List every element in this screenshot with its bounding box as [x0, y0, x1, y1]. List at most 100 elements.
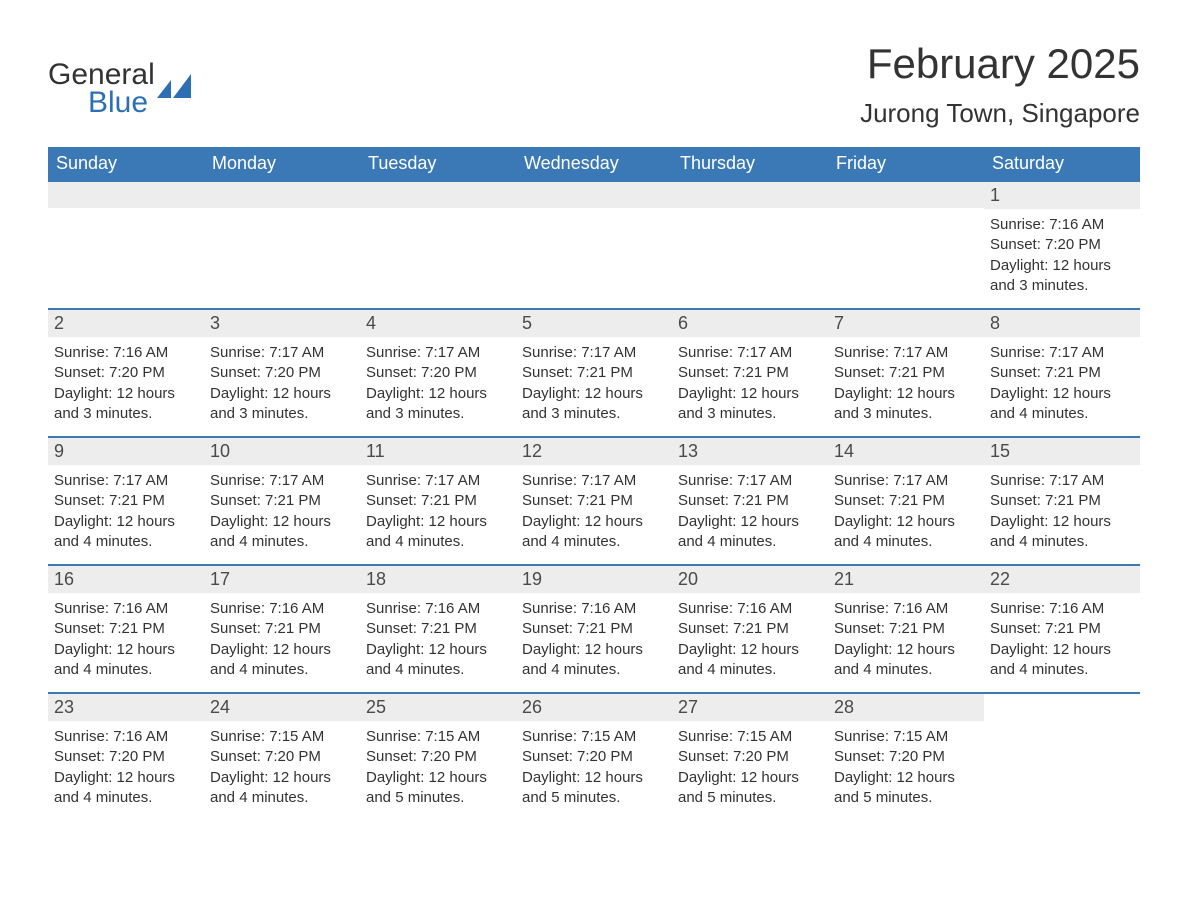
day-number: 10 [204, 438, 360, 465]
day-details: Sunrise: 7:16 AMSunset: 7:21 PMDaylight:… [360, 593, 516, 680]
sunrise-line: Sunrise: 7:15 AM [366, 727, 510, 747]
sunrise-line: Sunrise: 7:16 AM [54, 727, 198, 747]
sunset-line: Sunset: 7:21 PM [990, 491, 1134, 511]
daylight-line: Daylight: 12 hours and 3 minutes. [366, 384, 510, 425]
sunrise-line: Sunrise: 7:17 AM [366, 343, 510, 363]
sunrise-line: Sunrise: 7:17 AM [54, 471, 198, 491]
daylight-line: Daylight: 12 hours and 4 minutes. [210, 512, 354, 553]
day-details: Sunrise: 7:16 AMSunset: 7:21 PMDaylight:… [516, 593, 672, 680]
day-details: Sunrise: 7:15 AMSunset: 7:20 PMDaylight:… [672, 721, 828, 808]
calendar-table: SundayMondayTuesdayWednesdayThursdayFrid… [48, 147, 1140, 821]
daylight-line: Daylight: 12 hours and 4 minutes. [678, 512, 822, 553]
day-number: 12 [516, 438, 672, 465]
daylight-line: Daylight: 12 hours and 4 minutes. [210, 768, 354, 809]
day-details: Sunrise: 7:16 AMSunset: 7:20 PMDaylight:… [984, 209, 1140, 296]
day-number: 22 [984, 566, 1140, 593]
day-number: 23 [48, 694, 204, 721]
calendar-day-cell: 25Sunrise: 7:15 AMSunset: 7:20 PMDayligh… [360, 693, 516, 821]
day-number: 20 [672, 566, 828, 593]
sunset-line: Sunset: 7:20 PM [210, 363, 354, 383]
daylight-line: Daylight: 12 hours and 4 minutes. [834, 640, 978, 681]
day-number: 13 [672, 438, 828, 465]
daylight-line: Daylight: 12 hours and 4 minutes. [990, 640, 1134, 681]
calendar-day-cell: 20Sunrise: 7:16 AMSunset: 7:21 PMDayligh… [672, 565, 828, 693]
calendar-day-cell: 15Sunrise: 7:17 AMSunset: 7:21 PMDayligh… [984, 437, 1140, 565]
sunset-line: Sunset: 7:21 PM [834, 363, 978, 383]
day-details: Sunrise: 7:17 AMSunset: 7:21 PMDaylight:… [516, 465, 672, 552]
sunrise-line: Sunrise: 7:17 AM [834, 471, 978, 491]
sunset-line: Sunset: 7:21 PM [522, 491, 666, 511]
sunrise-line: Sunrise: 7:16 AM [834, 599, 978, 619]
sunrise-line: Sunrise: 7:16 AM [990, 599, 1134, 619]
day-number: 19 [516, 566, 672, 593]
daylight-line: Daylight: 12 hours and 4 minutes. [366, 640, 510, 681]
daylight-line: Daylight: 12 hours and 3 minutes. [678, 384, 822, 425]
calendar-day-cell: 10Sunrise: 7:17 AMSunset: 7:21 PMDayligh… [204, 437, 360, 565]
sunrise-line: Sunrise: 7:17 AM [522, 343, 666, 363]
calendar-day-cell: 1Sunrise: 7:16 AMSunset: 7:20 PMDaylight… [984, 181, 1140, 309]
sunset-line: Sunset: 7:20 PM [366, 747, 510, 767]
calendar-day-cell: 26Sunrise: 7:15 AMSunset: 7:20 PMDayligh… [516, 693, 672, 821]
day-number: 27 [672, 694, 828, 721]
daylight-line: Daylight: 12 hours and 5 minutes. [678, 768, 822, 809]
sunrise-line: Sunrise: 7:17 AM [990, 471, 1134, 491]
daylight-line: Daylight: 12 hours and 4 minutes. [522, 512, 666, 553]
page-title: February 2025 [860, 40, 1140, 88]
day-details: Sunrise: 7:17 AMSunset: 7:21 PMDaylight:… [984, 337, 1140, 424]
sunset-line: Sunset: 7:21 PM [522, 619, 666, 639]
day-details: Sunrise: 7:17 AMSunset: 7:20 PMDaylight:… [360, 337, 516, 424]
sunrise-line: Sunrise: 7:15 AM [678, 727, 822, 747]
sunset-line: Sunset: 7:21 PM [990, 619, 1134, 639]
daylight-line: Daylight: 12 hours and 4 minutes. [54, 640, 198, 681]
sunset-line: Sunset: 7:20 PM [54, 363, 198, 383]
sunset-line: Sunset: 7:21 PM [366, 619, 510, 639]
empty-day-bar [828, 182, 984, 208]
day-header: Friday [828, 147, 984, 181]
day-number: 5 [516, 310, 672, 337]
calendar-day-cell: 6Sunrise: 7:17 AMSunset: 7:21 PMDaylight… [672, 309, 828, 437]
day-number: 17 [204, 566, 360, 593]
day-number: 9 [48, 438, 204, 465]
day-details: Sunrise: 7:15 AMSunset: 7:20 PMDaylight:… [360, 721, 516, 808]
day-number: 28 [828, 694, 984, 721]
daylight-line: Daylight: 12 hours and 3 minutes. [990, 256, 1134, 297]
location-subtitle: Jurong Town, Singapore [860, 98, 1140, 129]
day-number: 18 [360, 566, 516, 593]
daylight-line: Daylight: 12 hours and 3 minutes. [522, 384, 666, 425]
calendar-day-cell: 21Sunrise: 7:16 AMSunset: 7:21 PMDayligh… [828, 565, 984, 693]
calendar-empty-cell [828, 181, 984, 309]
day-number: 1 [984, 182, 1140, 209]
daylight-line: Daylight: 12 hours and 4 minutes. [990, 384, 1134, 425]
calendar-day-cell: 23Sunrise: 7:16 AMSunset: 7:20 PMDayligh… [48, 693, 204, 821]
day-number: 15 [984, 438, 1140, 465]
sunset-line: Sunset: 7:21 PM [210, 619, 354, 639]
day-details: Sunrise: 7:17 AMSunset: 7:21 PMDaylight:… [48, 465, 204, 552]
day-number: 26 [516, 694, 672, 721]
calendar-day-cell: 7Sunrise: 7:17 AMSunset: 7:21 PMDaylight… [828, 309, 984, 437]
sunset-line: Sunset: 7:21 PM [210, 491, 354, 511]
calendar-empty-cell [516, 181, 672, 309]
sunset-line: Sunset: 7:21 PM [990, 363, 1134, 383]
calendar-week-row: 23Sunrise: 7:16 AMSunset: 7:20 PMDayligh… [48, 693, 1140, 821]
sunrise-line: Sunrise: 7:17 AM [834, 343, 978, 363]
calendar-week-row: 1Sunrise: 7:16 AMSunset: 7:20 PMDaylight… [48, 181, 1140, 309]
calendar-day-cell: 12Sunrise: 7:17 AMSunset: 7:21 PMDayligh… [516, 437, 672, 565]
calendar-week-row: 16Sunrise: 7:16 AMSunset: 7:21 PMDayligh… [48, 565, 1140, 693]
calendar-header-row: SundayMondayTuesdayWednesdayThursdayFrid… [48, 147, 1140, 181]
sunrise-line: Sunrise: 7:17 AM [990, 343, 1134, 363]
day-number: 4 [360, 310, 516, 337]
logo-text-blue: Blue [88, 86, 191, 120]
day-details: Sunrise: 7:17 AMSunset: 7:21 PMDaylight:… [672, 465, 828, 552]
daylight-line: Daylight: 12 hours and 5 minutes. [366, 768, 510, 809]
day-number: 6 [672, 310, 828, 337]
day-number: 11 [360, 438, 516, 465]
logo: General Blue [48, 40, 191, 120]
day-details: Sunrise: 7:16 AMSunset: 7:21 PMDaylight:… [672, 593, 828, 680]
calendar-empty-cell [672, 181, 828, 309]
calendar-day-cell: 4Sunrise: 7:17 AMSunset: 7:20 PMDaylight… [360, 309, 516, 437]
sunrise-line: Sunrise: 7:16 AM [54, 343, 198, 363]
sunset-line: Sunset: 7:21 PM [834, 619, 978, 639]
day-details: Sunrise: 7:17 AMSunset: 7:21 PMDaylight:… [828, 337, 984, 424]
day-number: 24 [204, 694, 360, 721]
day-header: Tuesday [360, 147, 516, 181]
